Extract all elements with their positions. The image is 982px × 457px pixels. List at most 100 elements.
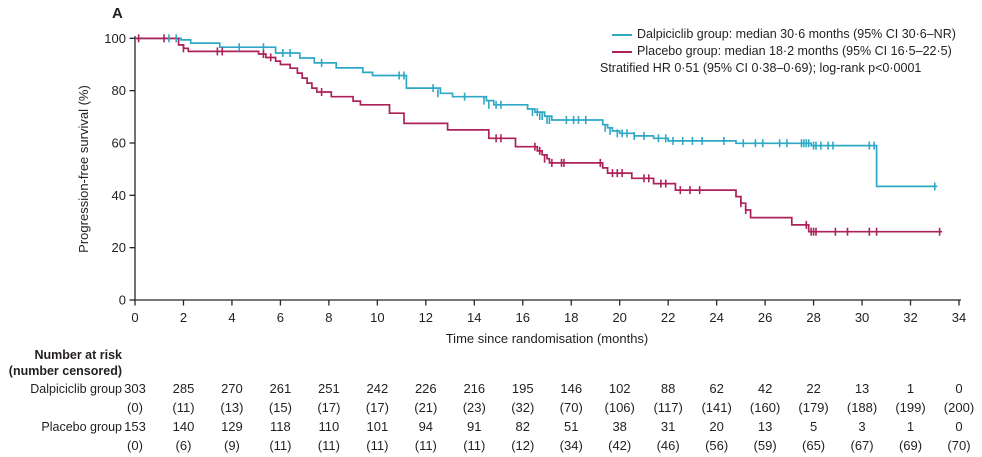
survival-curves [135, 37, 942, 233]
x-tick-label: 30 [855, 310, 869, 325]
risk-n-value: 5 [810, 419, 817, 434]
risk-censored-value: (17) [366, 400, 389, 415]
risk-censored-value: (179) [798, 400, 828, 415]
risk-censored-value: (69) [899, 438, 922, 453]
x-tick-label: 10 [370, 310, 384, 325]
risk-censored-value: (6) [176, 438, 192, 453]
risk-n-value: 1 [907, 419, 914, 434]
risk-n-value: 303 [124, 381, 146, 396]
risk-censored-value: (59) [754, 438, 777, 453]
risk-censored-value: (32) [511, 400, 534, 415]
x-tick-label: 32 [903, 310, 917, 325]
risk-censored-value: (23) [463, 400, 486, 415]
y-tick-label: 80 [112, 83, 126, 98]
x-tick-label: 16 [516, 310, 530, 325]
km-curve-dalpiciclib [135, 37, 938, 188]
risk-censored-value: (70) [560, 400, 583, 415]
risk-n-value: 20 [709, 419, 723, 434]
y-tick-label: 60 [112, 136, 126, 151]
x-tick-label: 4 [228, 310, 235, 325]
legend-label-dalpiciclib: Dalpiciclib group: median 30·6 months (9… [637, 27, 956, 41]
risk-n-value: 62 [709, 381, 723, 396]
risk-n-value: 82 [516, 419, 530, 434]
risk-censored-value: (70) [947, 438, 970, 453]
risk-censored-value: (117) [653, 400, 682, 415]
risk-row-label-dalpiciclib: Dalpiciclib group [30, 382, 122, 396]
y-tick-label: 20 [112, 240, 126, 255]
x-tick-label: 18 [564, 310, 578, 325]
y-tick-label: 40 [112, 188, 126, 203]
risk-censored-value: (67) [850, 438, 873, 453]
x-tick-label: 20 [612, 310, 626, 325]
risk-n-value: 195 [512, 381, 534, 396]
y-axis-title: Progression-free survival (%) [76, 85, 91, 253]
risk-row-label-placebo: Placebo group [41, 420, 122, 434]
risk-censored-value: (11) [463, 438, 485, 453]
risk-censored-value: (11) [415, 438, 437, 453]
risk-n-value: 110 [319, 419, 340, 434]
x-tick-label: 24 [709, 310, 723, 325]
risk-n-value: 88 [661, 381, 675, 396]
risk-table-values: 303 (0) 285 (11) 270 (13) 261 (15) 251 (17) 242 (17… [124, 381, 974, 453]
risk-n-value: 38 [612, 419, 626, 434]
x-tick-label: 12 [419, 310, 433, 325]
risk-censored-value: (11) [366, 438, 388, 453]
x-tick-label: 26 [758, 310, 772, 325]
x-axis-title: Time since randomisation (months) [446, 331, 649, 346]
risk-censored-value: (46) [657, 438, 680, 453]
risk-n-value: 102 [609, 381, 631, 396]
risk-n-value: 101 [366, 419, 388, 434]
risk-censored-value: (199) [895, 400, 925, 415]
risk-table-header-line2: (number censored) [9, 364, 122, 378]
risk-censored-value: (15) [269, 400, 292, 415]
risk-censored-value: (65) [802, 438, 825, 453]
x-tick-label: 8 [325, 310, 332, 325]
risk-n-value: 216 [463, 381, 485, 396]
risk-n-value: 0 [955, 419, 962, 434]
risk-n-value: 285 [173, 381, 195, 396]
dalpiciclib-line-swatch [612, 33, 632, 36]
risk-censored-value: (0) [127, 400, 143, 415]
censor-marks [137, 34, 941, 236]
risk-censored-value: (11) [269, 438, 291, 453]
risk-n-value: 91 [467, 419, 481, 434]
x-tick-label: 22 [661, 310, 675, 325]
placebo-line-swatch [612, 50, 632, 53]
risk-censored-value: (12) [511, 438, 534, 453]
risk-censored-value: (34) [560, 438, 583, 453]
risk-n-value: 153 [124, 419, 146, 434]
y-tick-label: 100 [104, 31, 126, 46]
risk-censored-value: (13) [220, 400, 243, 415]
risk-n-value: 261 [270, 381, 292, 396]
x-tick-label: 0 [131, 310, 138, 325]
x-tick-label: 34 [952, 310, 966, 325]
risk-n-value: 226 [415, 381, 437, 396]
km-curve-placebo [135, 37, 942, 233]
risk-n-value: 31 [661, 419, 675, 434]
risk-censored-value: (42) [608, 438, 631, 453]
risk-n-value: 140 [173, 419, 195, 434]
risk-censored-value: (17) [317, 400, 340, 415]
risk-censored-value: (106) [605, 400, 635, 415]
legend-label-placebo: Placebo group: median 18·2 months (95% C… [637, 44, 952, 58]
y-tick-label: 0 [119, 293, 126, 308]
risk-censored-value: (141) [701, 400, 731, 415]
risk-censored-value: (160) [750, 400, 780, 415]
risk-n-value: 94 [419, 419, 433, 434]
x-tick-label: 14 [467, 310, 481, 325]
risk-table-header-line1: Number at risk [34, 348, 122, 362]
risk-n-value: 146 [560, 381, 582, 396]
legend-note: Stratified HR 0·51 (95% CI 0·38–0·69); l… [600, 61, 922, 75]
risk-n-value: 13 [855, 381, 869, 396]
risk-censored-value: (9) [224, 438, 240, 453]
risk-censored-value: (188) [847, 400, 877, 415]
legend: Dalpiciclib group: median 30·6 months (9… [600, 26, 956, 77]
risk-censored-value: (0) [127, 438, 143, 453]
risk-n-value: 129 [221, 419, 243, 434]
legend-row-placebo: Placebo group: median 18·2 months (95% C… [600, 43, 956, 60]
risk-censored-value: (21) [414, 400, 437, 415]
risk-n-value: 118 [270, 419, 291, 434]
risk-n-value: 51 [564, 419, 578, 434]
